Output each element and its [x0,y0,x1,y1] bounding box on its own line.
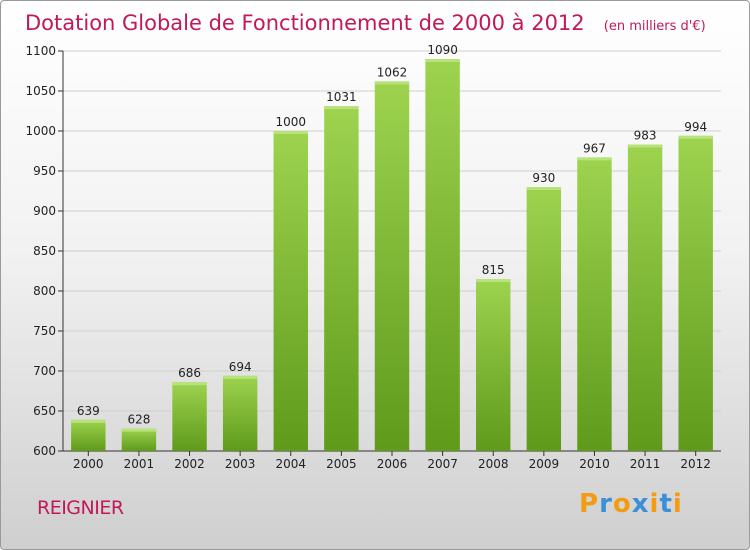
bar-highlight [678,135,713,139]
data-label: 1090 [427,43,458,57]
bar-highlight [121,428,157,432]
logo-letter: P [579,489,600,519]
x-tick-label: 2004 [275,457,306,471]
chart-title-block: Dotation Globale de Fonctionnement de 20… [25,11,706,35]
y-tick-label: 1100 [25,44,56,58]
proxiti-logo: Proxiti [579,489,683,519]
y-tick-label: 750 [33,324,56,338]
data-labels: 639 628 686 694 1000 1031 1062 1090 815 930 967 983… [77,43,707,427]
x-tick-label: 2009 [529,457,560,471]
bars [71,59,713,452]
bar [222,375,258,451]
y-axis-ticks: 600 650 700 750 800 850 900 950 1000 1050 1100 [25,44,63,458]
y-tick-label: 900 [33,204,56,218]
bar-highlight [324,106,359,110]
data-label: 930 [532,171,555,185]
logo-letter: i [672,489,683,519]
bar [324,106,359,451]
x-tick-label: 2005 [326,457,357,471]
chart-title: Dotation Globale de Fonctionnement de 20… [25,11,585,35]
x-tick-label: 2010 [579,457,610,471]
data-label: 639 [77,404,100,418]
x-tick-label: 2000 [73,457,104,471]
bar [678,135,713,452]
y-tick-label: 950 [33,164,56,178]
logo-letter: o [612,489,632,519]
logo-letter: x [631,489,650,519]
data-label: 1031 [326,90,357,104]
x-tick-label: 2012 [680,457,711,471]
bar [577,157,612,451]
bar-highlight [627,144,663,148]
y-tick-label: 1050 [25,84,56,98]
bar-highlight [374,81,410,85]
x-tick-label: 2003 [225,457,256,471]
bar [476,279,511,451]
bar-highlight [71,419,106,423]
x-tick-label: 2001 [124,457,155,471]
y-tick-label: 600 [33,444,56,458]
x-tick-label: 2007 [427,457,458,471]
bar [425,59,460,451]
bar [273,131,308,451]
data-label: 694 [229,360,252,374]
bar-highlight [273,131,308,134]
location-label: REIGNIER [37,497,124,519]
data-label: 628 [127,413,150,427]
data-label: 967 [583,141,606,155]
data-label: 983 [634,129,657,143]
bar [627,144,663,451]
y-tick-label: 800 [33,284,56,298]
bar [121,428,157,451]
data-label: 1062 [377,65,408,79]
bar-highlight [425,59,460,62]
x-axis-ticks: 2000 2001 2002 2003 2004 2005 2006 2007 2008 2009… [73,451,711,471]
x-tick-label: 2002 [174,457,205,471]
x-tick-label: 2011 [630,457,661,471]
data-label: 686 [178,366,201,380]
y-tick-label: 650 [33,404,56,418]
bar-highlight [476,279,511,282]
x-tick-label: 2006 [377,457,408,471]
data-label: 994 [684,120,707,134]
bar-highlight [222,375,258,379]
logo-letter: r [599,489,613,519]
data-label: 1000 [275,115,306,129]
bar [172,382,207,451]
y-tick-label: 1000 [25,124,56,138]
bar [71,419,106,451]
bar-highlight [577,157,612,161]
bar [374,81,410,452]
y-tick-label: 700 [33,364,56,378]
logo-letter: t [659,489,673,519]
logo-letter: i [649,489,660,519]
chart-subtitle: (en milliers d'€) [603,19,706,34]
bar-highlight [172,382,207,386]
y-tick-label: 850 [33,244,56,258]
x-tick-label: 2008 [478,457,509,471]
data-label: 815 [482,263,505,277]
bar-highlight [526,187,562,190]
bar [526,187,562,451]
